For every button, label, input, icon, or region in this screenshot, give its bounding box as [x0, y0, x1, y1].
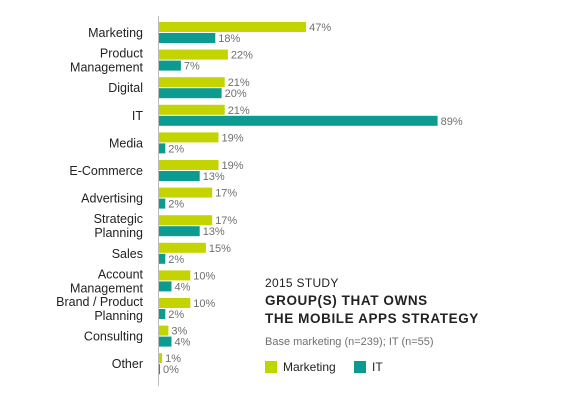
bar-it-advertising	[159, 198, 166, 209]
value-label-marketing-consulting: 3%	[171, 326, 187, 338]
bar-it-product-management	[159, 60, 181, 71]
bar-marketing-marketing	[159, 22, 307, 32]
value-label-marketing-digital: 21%	[228, 77, 250, 89]
category-label-media: Media	[109, 136, 143, 150]
bar-it-marketing	[159, 33, 216, 43]
category-label-other: Other	[112, 357, 143, 371]
value-label-it-brand-product-planning: 2%	[168, 309, 184, 321]
bar-marketing-it	[159, 104, 225, 115]
value-label-it-it: 89%	[441, 116, 463, 128]
bar-it-other	[159, 364, 160, 375]
category-label-account-management-line-1: Account	[98, 267, 144, 281]
legend-swatch-marketing	[265, 361, 277, 373]
bar-marketing-account-management	[159, 270, 191, 281]
category-label-brand-product-planning-line-2: Planning	[94, 309, 143, 323]
category-label-brand-product-planning-line-1: Brand / Product	[56, 295, 143, 309]
bar-marketing-e-commerce	[159, 160, 219, 170]
bar-it-consulting	[159, 336, 172, 347]
bar-it-sales	[159, 253, 166, 264]
category-label-account-management-line-2: Management	[70, 281, 143, 295]
value-label-marketing-other: 1%	[165, 353, 181, 365]
bar-it-digital	[159, 88, 222, 99]
bar-it-brand-product-planning	[159, 309, 166, 319]
value-label-it-e-commerce: 13%	[203, 171, 225, 183]
bar-marketing-sales	[159, 242, 206, 253]
category-label-e-commerce: E-Commerce	[69, 164, 143, 178]
bar-it-media	[159, 143, 166, 154]
bar-it-account-management	[159, 281, 172, 292]
value-label-marketing-sales: 15%	[209, 243, 231, 255]
value-label-it-strategic-planning: 13%	[203, 226, 225, 238]
bar-marketing-consulting	[159, 325, 169, 336]
category-label-it: IT	[132, 109, 143, 123]
value-label-marketing-media: 19%	[222, 132, 244, 144]
value-label-it-consulting: 4%	[175, 337, 191, 349]
bar-marketing-brand-product-planning	[159, 298, 191, 308]
bar-marketing-advertising	[159, 187, 213, 198]
category-label-product-management-line-1: Product	[100, 47, 144, 61]
bar-marketing-strategic-planning	[159, 215, 213, 226]
value-label-marketing-marketing: 47%	[309, 22, 331, 34]
category-label-sales: Sales	[112, 247, 143, 261]
chart-title-line-1: GROUP(S) THAT OWNS	[265, 293, 428, 308]
value-label-marketing-account-management: 10%	[193, 270, 215, 282]
base-note: Base marketing (n=239); IT (n=55)	[265, 336, 434, 348]
value-label-it-digital: 20%	[225, 88, 247, 100]
value-label-it-marketing: 18%	[218, 33, 240, 45]
value-label-marketing-it: 21%	[228, 105, 250, 117]
value-label-it-media: 2%	[168, 143, 184, 155]
bars-layer: Marketing 47%18%ProductManagement22%7%Dig…	[56, 22, 463, 376]
value-label-it-advertising: 2%	[168, 199, 184, 211]
bar-marketing-product-management	[159, 49, 228, 60]
value-label-marketing-advertising: 17%	[215, 188, 237, 200]
chart-title-line-2: THE MOBILE APPS STRATEGY	[265, 311, 479, 326]
bar-it-strategic-planning	[159, 226, 200, 237]
study-year-label: 2015 STUDY	[265, 276, 339, 290]
category-label-consulting: Consulting	[84, 330, 143, 344]
value-label-marketing-brand-product-planning: 10%	[193, 298, 215, 310]
value-label-it-other: 0%	[163, 364, 179, 376]
value-label-it-product-management: 7%	[184, 61, 200, 73]
legend-swatch-it	[354, 361, 366, 373]
bar-it-it	[159, 115, 438, 126]
category-label-product-management-line-2: Management	[70, 61, 143, 75]
category-label-advertising: Advertising	[81, 192, 143, 206]
value-label-it-account-management: 4%	[175, 281, 191, 293]
bar-it-e-commerce	[159, 171, 200, 181]
legend-label-marketing: Marketing	[283, 360, 336, 374]
value-label-marketing-strategic-planning: 17%	[215, 215, 237, 227]
value-label-it-sales: 2%	[168, 254, 184, 266]
bar-marketing-digital	[159, 77, 225, 88]
value-label-marketing-product-management: 22%	[231, 50, 253, 62]
legend: Marketing IT	[265, 360, 383, 374]
bar-marketing-other	[159, 353, 163, 364]
bar-marketing-media	[159, 132, 219, 143]
category-label-strategic-planning-line-2: Planning	[94, 226, 143, 240]
category-label-marketing: Marketing	[88, 26, 143, 40]
legend-label-it: IT	[372, 360, 383, 374]
value-label-marketing-e-commerce: 19%	[222, 160, 244, 172]
category-label-digital: Digital	[108, 81, 143, 95]
category-label-strategic-planning-line-1: Strategic	[94, 212, 143, 226]
